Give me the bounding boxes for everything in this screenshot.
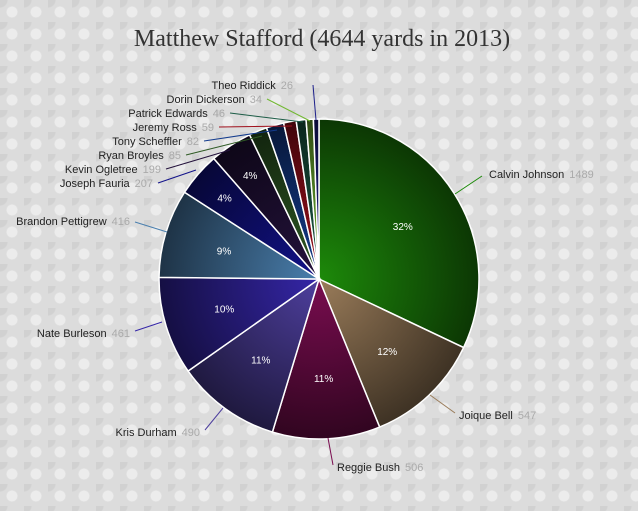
slice-name: Ryan Broyles xyxy=(98,150,164,162)
slice-value: 34 xyxy=(250,94,262,106)
slice-label-brandon-pettigrew: Brandon Pettigrew 416 xyxy=(16,216,130,228)
slice-value: 59 xyxy=(202,122,214,134)
slice-name: Brandon Pettigrew xyxy=(16,216,107,228)
slice-value: 26 xyxy=(281,80,293,92)
pct-label-kris-durham: 11% xyxy=(251,355,270,366)
pct-label-calvin-johnson: 32% xyxy=(393,222,413,233)
slice-value: 46 xyxy=(213,108,225,120)
leader-line-tony-scheffler xyxy=(203,129,278,142)
slice-name: Jeremy Ross xyxy=(133,122,198,134)
leader-line-nate-burleson xyxy=(134,321,163,332)
slice-name: Dorin Dickerson xyxy=(167,94,245,106)
pie-slice-brandon-pettigrew[interactable] xyxy=(158,191,322,280)
slice-label-patrick-edwards: Patrick Edwards 46 xyxy=(128,108,225,120)
leader-line-calvin-johnson xyxy=(454,175,483,195)
pct-label-nate-burleson: 10% xyxy=(214,304,234,315)
pct-label-brandon-pettigrew: 9% xyxy=(217,247,232,258)
pct-label-kevin-ogletree: 4% xyxy=(243,171,258,182)
leader-line-reggie-bush xyxy=(327,437,334,466)
slice-label-dorin-dickerson: Dorin Dickerson 34 xyxy=(167,94,263,106)
pie-slice-calvin-johnson[interactable] xyxy=(318,118,480,349)
pct-label-joique-bell: 12% xyxy=(377,347,397,358)
slice-value: 490 xyxy=(182,427,200,439)
slice-label-nate-burleson: Nate Burleson 461 xyxy=(37,328,130,340)
slice-value: 1489 xyxy=(569,169,593,181)
slice-label-calvin-johnson: Calvin Johnson 1489 xyxy=(489,169,594,181)
slice-name: Nate Burleson xyxy=(37,328,107,340)
slice-value: 85 xyxy=(169,150,181,162)
slice-value: 416 xyxy=(112,216,130,228)
pct-label-reggie-bush: 11% xyxy=(314,374,333,385)
leader-line-joseph-fauria xyxy=(157,169,197,184)
slice-value: 82 xyxy=(187,136,199,148)
slice-label-tony-scheffler: Tony Scheffler 82 xyxy=(112,136,199,148)
leader-line-kris-durham xyxy=(204,407,224,431)
slice-name: Tony Scheffler xyxy=(112,136,182,148)
leader-line-ryan-broyles xyxy=(185,135,263,156)
pie-slice-nate-burleson[interactable] xyxy=(158,276,322,373)
leader-line-dorin-dickerson xyxy=(266,98,311,122)
slice-label-joique-bell: Joique Bell 547 xyxy=(459,410,536,422)
pie-slice-kris-durham[interactable] xyxy=(187,277,321,434)
slice-label-kris-durham: Kris Durham 490 xyxy=(116,427,200,439)
leader-line-jeremy-ross xyxy=(218,125,293,128)
slice-value: 207 xyxy=(135,178,153,190)
leader-line-joique-bell xyxy=(429,394,456,414)
slice-value: 506 xyxy=(405,462,423,474)
slice-label-theo-riddick: Theo Riddick 26 xyxy=(212,80,293,92)
slice-name: Joseph Fauria xyxy=(60,178,131,190)
slice-name: Patrick Edwards xyxy=(128,108,208,120)
pct-label-joseph-fauria: 4% xyxy=(217,193,232,204)
chart-title: Matthew Stafford (4644 yards in 2013) xyxy=(134,26,510,52)
slice-name: Theo Riddick xyxy=(212,80,277,92)
slice-label-jeremy-ross: Jeremy Ross 59 xyxy=(133,122,214,134)
slice-name: Kris Durham xyxy=(116,427,177,439)
leader-line-kevin-ogletree xyxy=(165,149,231,170)
slice-name: Calvin Johnson xyxy=(489,169,564,181)
slice-value: 199 xyxy=(143,164,161,176)
slice-name: Reggie Bush xyxy=(337,462,400,474)
leader-line-brandon-pettigrew xyxy=(134,221,168,233)
leader-line-theo-riddick xyxy=(312,84,317,121)
slice-label-reggie-bush: Reggie Bush 506 xyxy=(337,462,423,474)
slice-label-kevin-ogletree: Kevin Ogletree 199 xyxy=(65,164,161,176)
leader-line-patrick-edwards xyxy=(229,112,304,123)
pie-slice-joique-bell[interactable] xyxy=(317,277,465,429)
pie-slice-reggie-bush[interactable] xyxy=(271,276,381,440)
slice-value: 461 xyxy=(112,328,130,340)
slice-name: Kevin Ogletree xyxy=(65,164,138,176)
slice-label-joseph-fauria: Joseph Fauria 207 xyxy=(60,178,153,190)
slice-value: 547 xyxy=(518,410,536,422)
slice-name: Joique Bell xyxy=(459,410,513,422)
slice-label-ryan-broyles: Ryan Broyles 85 xyxy=(98,150,181,162)
